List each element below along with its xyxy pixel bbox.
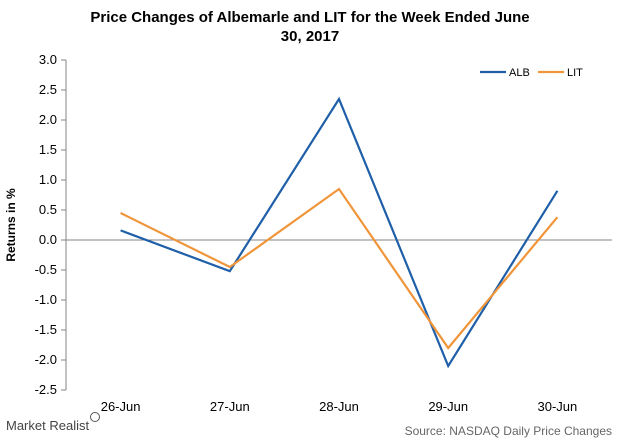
x-tick-label: 30-Jun: [538, 399, 578, 414]
magnifier-icon: [90, 412, 101, 422]
x-tick-label: 29-Jun: [428, 399, 468, 414]
y-tick-label: -1.0: [35, 292, 57, 307]
y-tick-label: -2.0: [35, 352, 57, 367]
y-axis-title: Returns in %: [4, 188, 18, 262]
y-tick-label: -0.5: [35, 262, 57, 277]
y-tick-label: -2.5: [35, 382, 57, 397]
chart-title: Price Changes of Albemarle and LIT for t…: [0, 8, 620, 46]
chart-title-line-1: Price Changes of Albemarle and LIT for t…: [90, 9, 530, 26]
source-note: Source: NASDAQ Daily Price Changes: [404, 424, 612, 438]
legend-label-alb: ALB: [509, 67, 530, 79]
y-tick-label: 2.0: [39, 112, 57, 127]
x-tick-label: 26-Jun: [101, 399, 141, 414]
y-tick-label: -1.5: [35, 322, 57, 337]
x-tick-label: 28-Jun: [319, 399, 359, 414]
legend-label-lit: LIT: [567, 67, 583, 79]
market-realist-logo: Market Realist: [6, 412, 101, 433]
series-line-lit: [120, 187, 559, 350]
series-line-alb: [120, 96, 559, 369]
y-tick-label: 2.5: [39, 82, 57, 97]
x-tick-label: 27-Jun: [210, 399, 250, 414]
y-tick-label: 0.5: [39, 202, 57, 217]
y-tick-label: 1.0: [39, 172, 57, 187]
y-tick-label: 1.5: [39, 142, 57, 157]
y-tick-label: 0.0: [39, 232, 57, 247]
logo-text: Market Realist: [6, 418, 90, 433]
y-tick-label: 3.0: [39, 52, 57, 67]
chart-title-line-2: 30, 2017: [280, 28, 340, 45]
